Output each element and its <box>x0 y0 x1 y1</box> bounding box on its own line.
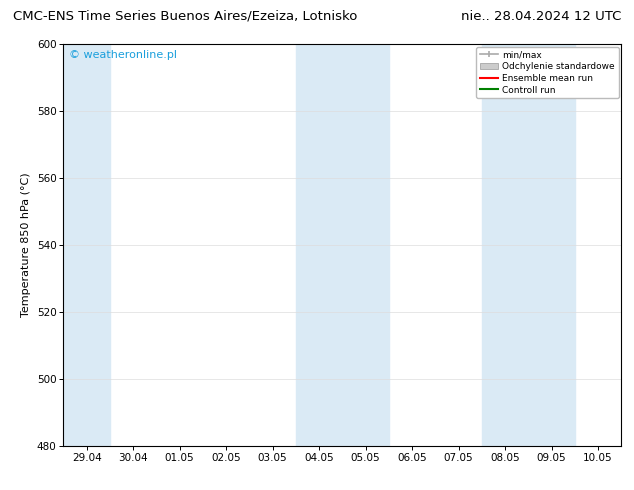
Text: nie.. 28.04.2024 12 UTC: nie.. 28.04.2024 12 UTC <box>461 10 621 23</box>
Legend: min/max, Odchylenie standardowe, Ensemble mean run, Controll run: min/max, Odchylenie standardowe, Ensembl… <box>476 47 619 98</box>
Bar <box>296 44 389 446</box>
Text: CMC-ENS Time Series Buenos Aires/Ezeiza, Lotnisko: CMC-ENS Time Series Buenos Aires/Ezeiza,… <box>13 10 357 23</box>
Text: © weatheronline.pl: © weatheronline.pl <box>69 50 177 60</box>
Bar <box>482 44 575 446</box>
Y-axis label: Temperature 850 hPa (°C): Temperature 850 hPa (°C) <box>21 172 31 318</box>
Bar <box>63 44 110 446</box>
